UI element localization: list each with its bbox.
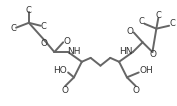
- Text: O: O: [64, 37, 71, 46]
- Text: O: O: [150, 50, 157, 59]
- Text: C: C: [139, 17, 145, 26]
- Text: O: O: [132, 86, 139, 96]
- Text: O: O: [126, 27, 133, 36]
- Text: O: O: [62, 86, 69, 96]
- Text: C: C: [10, 24, 16, 33]
- Text: C: C: [169, 19, 175, 28]
- Text: C: C: [41, 22, 47, 31]
- Text: O: O: [40, 39, 47, 48]
- Text: OH: OH: [140, 66, 153, 75]
- Text: C: C: [26, 6, 32, 15]
- Text: HO: HO: [53, 66, 67, 75]
- Text: C: C: [155, 10, 161, 20]
- Text: NH: NH: [67, 47, 81, 56]
- Text: HN: HN: [119, 47, 133, 56]
